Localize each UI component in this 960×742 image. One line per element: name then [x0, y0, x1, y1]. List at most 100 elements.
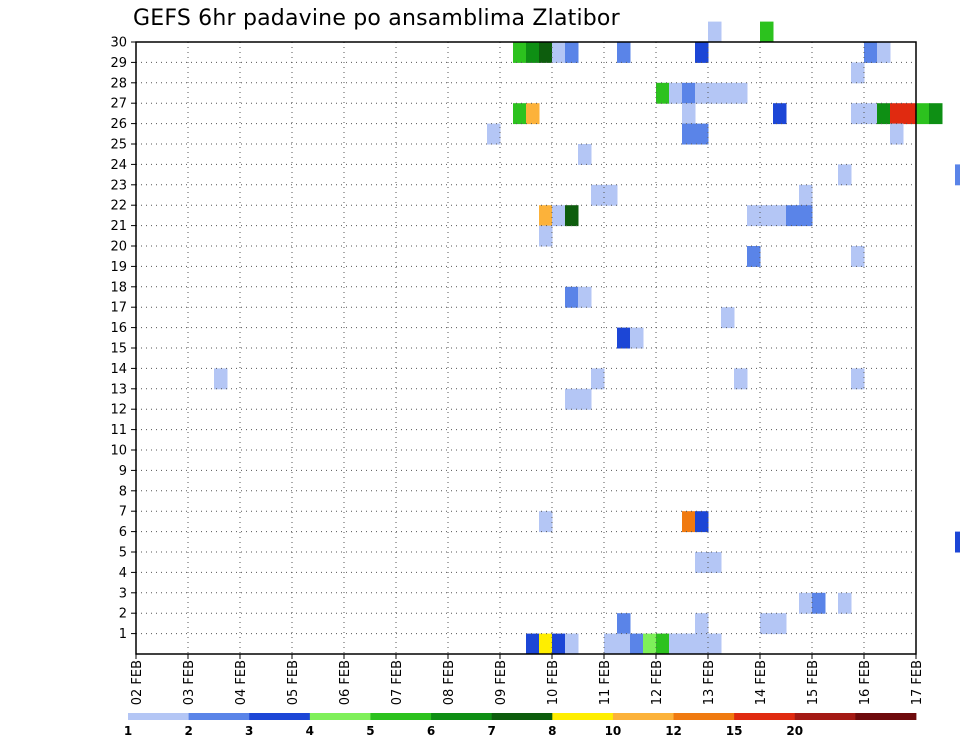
- x-tick-label: 06 FEB: [338, 660, 353, 705]
- y-tick-label: 26: [110, 117, 127, 132]
- heatmap-cell: [526, 103, 540, 125]
- heatmap-cell: [760, 205, 774, 227]
- color-legend: 1 2 3 4 5 6 7 8 10 12 15 20: [124, 713, 917, 738]
- y-tick-label: 8: [119, 484, 127, 499]
- heatmap-cell: [539, 205, 553, 227]
- y-tick-label: 15: [110, 342, 127, 357]
- heatmap-cell: [539, 42, 553, 63]
- x-tick-label: 10 FEB: [546, 660, 561, 705]
- heatmap-cell: [773, 613, 787, 635]
- heatmap-cell: [955, 531, 960, 553]
- heatmap-cell: [578, 286, 592, 308]
- heatmap-cell: [864, 103, 878, 125]
- heatmap-cell: [539, 633, 553, 655]
- x-tick-label: 07 FEB: [390, 660, 405, 705]
- heatmap-cell: [695, 552, 709, 573]
- heatmap-cell: [890, 123, 904, 145]
- y-tick-label: 9: [119, 464, 127, 479]
- legend-label: 8: [548, 724, 556, 738]
- heatmap-cell: [786, 205, 800, 227]
- heatmap-cell: [643, 633, 657, 655]
- heatmap-cell: [578, 388, 592, 410]
- legend-label: 4: [306, 724, 314, 738]
- heatmap-cell: [708, 82, 722, 104]
- heatmap-cell: [682, 103, 696, 125]
- legend-label: 6: [427, 724, 435, 738]
- y-tick-label: 19: [110, 260, 127, 275]
- y-tick-label: 29: [110, 56, 127, 71]
- heatmap-cell: [773, 205, 787, 227]
- y-tick-label: 24: [110, 158, 127, 173]
- heatmap-cell: [877, 103, 891, 125]
- heatmap-cell: [695, 123, 709, 145]
- heatmap-cell: [851, 368, 865, 390]
- heatmap-cell: [838, 164, 852, 186]
- heatmap-cell: [591, 184, 605, 206]
- y-tick-label: 2: [119, 607, 127, 622]
- heatmap-cell: [929, 103, 943, 125]
- y-tick-label: 28: [110, 76, 127, 91]
- heatmap-cell: [838, 592, 852, 614]
- heatmap-cell: [721, 82, 735, 104]
- heatmap-cell: [903, 103, 917, 125]
- legend-label: 5: [366, 724, 374, 738]
- heatmap-cell: [747, 205, 761, 227]
- heatmap-cell: [734, 82, 748, 104]
- heatmap-cell: [565, 388, 579, 410]
- legend-swatch: [128, 713, 190, 720]
- y-tick-label: 13: [110, 382, 127, 397]
- heatmap-cell: [916, 103, 930, 125]
- legend-swatch: [794, 713, 856, 720]
- y-tick-label: 11: [110, 423, 127, 438]
- legend-label: 12: [665, 724, 682, 738]
- heatmap-cell: [565, 633, 579, 655]
- heatmap-cell: [955, 164, 960, 186]
- legend-swatch: [249, 713, 311, 720]
- heatmap-cell: [630, 633, 644, 655]
- y-tick-label: 22: [110, 199, 127, 214]
- legend-swatch: [552, 713, 614, 720]
- heatmap-cell: [708, 633, 722, 655]
- x-tick-label: 09 FEB: [494, 660, 509, 705]
- heatmap-cell: [617, 613, 631, 635]
- y-tick-label: 27: [110, 97, 127, 112]
- legend-label: 20: [786, 724, 803, 738]
- grid-lines: [136, 41, 916, 654]
- x-tick-label: 17 FEB: [910, 660, 925, 705]
- heatmap-cell: [214, 368, 228, 390]
- heatmap-cell: [513, 42, 527, 63]
- y-tick-label: 7: [119, 505, 127, 520]
- heatmap-cell: [851, 62, 865, 84]
- legend-swatch: [431, 713, 493, 720]
- heatmap-cell: [851, 103, 865, 125]
- x-tick-label: 02 FEB: [130, 660, 145, 705]
- heatmap-cell: [695, 633, 709, 655]
- heatmap-cell: [682, 511, 696, 533]
- heatmap-cell: [617, 633, 631, 655]
- x-tick-label: 13 FEB: [702, 660, 717, 705]
- heatmap-cell: [526, 42, 540, 63]
- y-tick-label: 17: [110, 301, 127, 316]
- y-tick-label: 4: [119, 566, 127, 581]
- legend-label: 2: [184, 724, 192, 738]
- legend-swatch: [309, 713, 371, 720]
- heatmap-cell: [591, 368, 605, 390]
- y-tick-label: 3: [119, 586, 127, 601]
- heatmap-cell: [656, 82, 670, 104]
- x-tick-label: 14 FEB: [754, 660, 769, 705]
- heatmap-cell: [552, 205, 566, 227]
- heatmap-cell: [669, 633, 683, 655]
- y-tick-label: 25: [110, 138, 127, 153]
- x-tick-label: 15 FEB: [806, 660, 821, 705]
- heatmap-cell: [799, 205, 813, 227]
- heatmap-cell: [656, 633, 670, 655]
- heatmap-cell: [604, 633, 618, 655]
- heatmap-cell: [747, 246, 761, 267]
- heatmap-cell: [539, 511, 553, 533]
- heatmap-cell: [721, 307, 735, 329]
- x-tick-label: 11 FEB: [598, 660, 613, 705]
- heatmap-cell: [617, 42, 631, 63]
- legend-label: 10: [605, 724, 622, 738]
- heatmap-cell: [682, 123, 696, 145]
- legend-label: 1: [124, 724, 132, 738]
